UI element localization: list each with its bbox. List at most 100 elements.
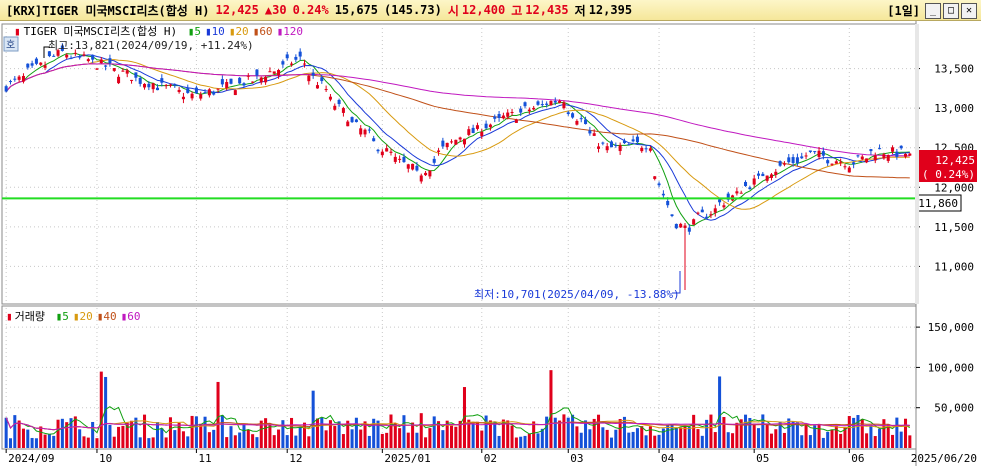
volume-bar xyxy=(220,415,224,448)
ma-legend-swatch: ▮ xyxy=(56,310,63,323)
candle-body xyxy=(164,84,168,86)
candle-body xyxy=(393,156,397,162)
candle-body xyxy=(82,54,86,56)
candle-body xyxy=(251,81,255,83)
volume-bar xyxy=(73,416,77,448)
volume-bar xyxy=(713,432,717,448)
ma-legend-swatch: ▮ xyxy=(188,25,195,38)
volume-bar xyxy=(795,422,799,448)
volume-bar xyxy=(372,418,376,448)
candle-body xyxy=(739,192,743,194)
candle-body xyxy=(886,154,890,161)
volume-bar xyxy=(143,414,147,448)
candle-body xyxy=(778,161,782,166)
candle-body xyxy=(302,63,307,65)
candle-body xyxy=(26,63,30,68)
bid-ask-badge[interactable] xyxy=(3,36,19,52)
candle-body xyxy=(605,146,609,151)
candle-body xyxy=(817,150,821,157)
volume-tick-label: 150,000 xyxy=(928,321,974,334)
candle-body xyxy=(112,68,116,71)
volume-legend-name: 거래량 xyxy=(15,310,45,323)
volume-bar xyxy=(648,426,652,448)
candle-body xyxy=(631,139,635,142)
volume-bar xyxy=(791,421,795,448)
volume-bar xyxy=(644,435,648,448)
volume-bar xyxy=(160,428,164,448)
volume-bar xyxy=(39,426,43,448)
high-annotation: 최고:13,821(2024/09/19, +11.24%) xyxy=(48,39,254,52)
ma-legend-swatch: ▮ xyxy=(229,25,236,38)
candle-body xyxy=(869,149,873,152)
hline-value-text: 11,860 xyxy=(918,197,958,210)
maximize-icon[interactable]: □ xyxy=(943,2,959,19)
price-tick-label: 11,000 xyxy=(934,260,974,273)
candle-body xyxy=(666,200,670,206)
volume-bar xyxy=(622,416,626,448)
candle-body xyxy=(220,79,224,85)
volume-bar xyxy=(471,424,475,448)
date-tick-label: 04 xyxy=(661,452,675,465)
volume-bar xyxy=(726,432,730,448)
volume-bar xyxy=(8,438,12,448)
volume-bar xyxy=(679,427,683,448)
price-scrollbar[interactable] xyxy=(915,24,919,304)
candle-body xyxy=(808,150,812,152)
minimize-icon[interactable]: _ xyxy=(925,2,941,19)
candle-body xyxy=(791,157,795,164)
chart-title-bar: [KRX]TIGER 미국MSCI리츠(합성 H) 12,425 ▲30 0.2… xyxy=(0,0,981,21)
volume-bar xyxy=(315,418,319,448)
volume-bar xyxy=(731,433,735,448)
volume-bar xyxy=(212,429,216,448)
volume-bar xyxy=(527,433,531,448)
candle-body xyxy=(821,151,825,156)
candle-body xyxy=(795,157,799,164)
candle-body xyxy=(501,115,505,119)
candle-body xyxy=(398,158,402,160)
candle-body xyxy=(95,68,99,70)
volume-bar xyxy=(281,420,285,448)
volume-bar xyxy=(895,417,899,448)
candle-body xyxy=(4,86,8,92)
volume-bar xyxy=(575,426,579,448)
candle-body xyxy=(246,75,250,77)
close-icon[interactable]: ✕ xyxy=(961,2,977,19)
volume-bar xyxy=(82,436,86,448)
volume-bar xyxy=(411,422,415,448)
ma-legend-label: 20 xyxy=(235,25,248,38)
candle-body xyxy=(895,151,899,157)
candle-body xyxy=(272,71,276,74)
volume-ma-lines xyxy=(5,406,911,435)
candle-body xyxy=(614,144,618,146)
high-value: 12,435 xyxy=(525,3,569,17)
volume-bar xyxy=(718,376,722,448)
volume-bar xyxy=(255,437,259,448)
candle-body xyxy=(229,78,233,84)
low-label: 저 xyxy=(574,3,586,18)
candle-body xyxy=(21,75,25,82)
volume-bar xyxy=(268,423,272,448)
candle-body xyxy=(545,103,549,105)
candle-body xyxy=(73,52,77,54)
candle-body xyxy=(307,75,311,82)
volume-bar xyxy=(462,387,466,448)
candle-body xyxy=(130,79,134,81)
date-tick-label: 11 xyxy=(198,452,211,465)
volume-bar xyxy=(700,435,704,448)
volume-bar xyxy=(865,433,869,448)
candle-body xyxy=(644,148,648,150)
volume-bar xyxy=(774,429,778,448)
candle-body xyxy=(190,93,194,99)
candle-body xyxy=(194,87,198,94)
period-selector[interactable]: [1일] xyxy=(887,4,920,18)
candle-body xyxy=(532,107,536,110)
candle-body xyxy=(804,155,808,157)
candle-body xyxy=(13,78,17,80)
volume-bar xyxy=(437,421,441,448)
ma-legend-label: 10 xyxy=(212,25,225,38)
volume-bar xyxy=(341,434,345,448)
candle-body xyxy=(181,96,185,100)
volume-bar xyxy=(484,415,488,448)
volume-bar xyxy=(839,433,843,448)
